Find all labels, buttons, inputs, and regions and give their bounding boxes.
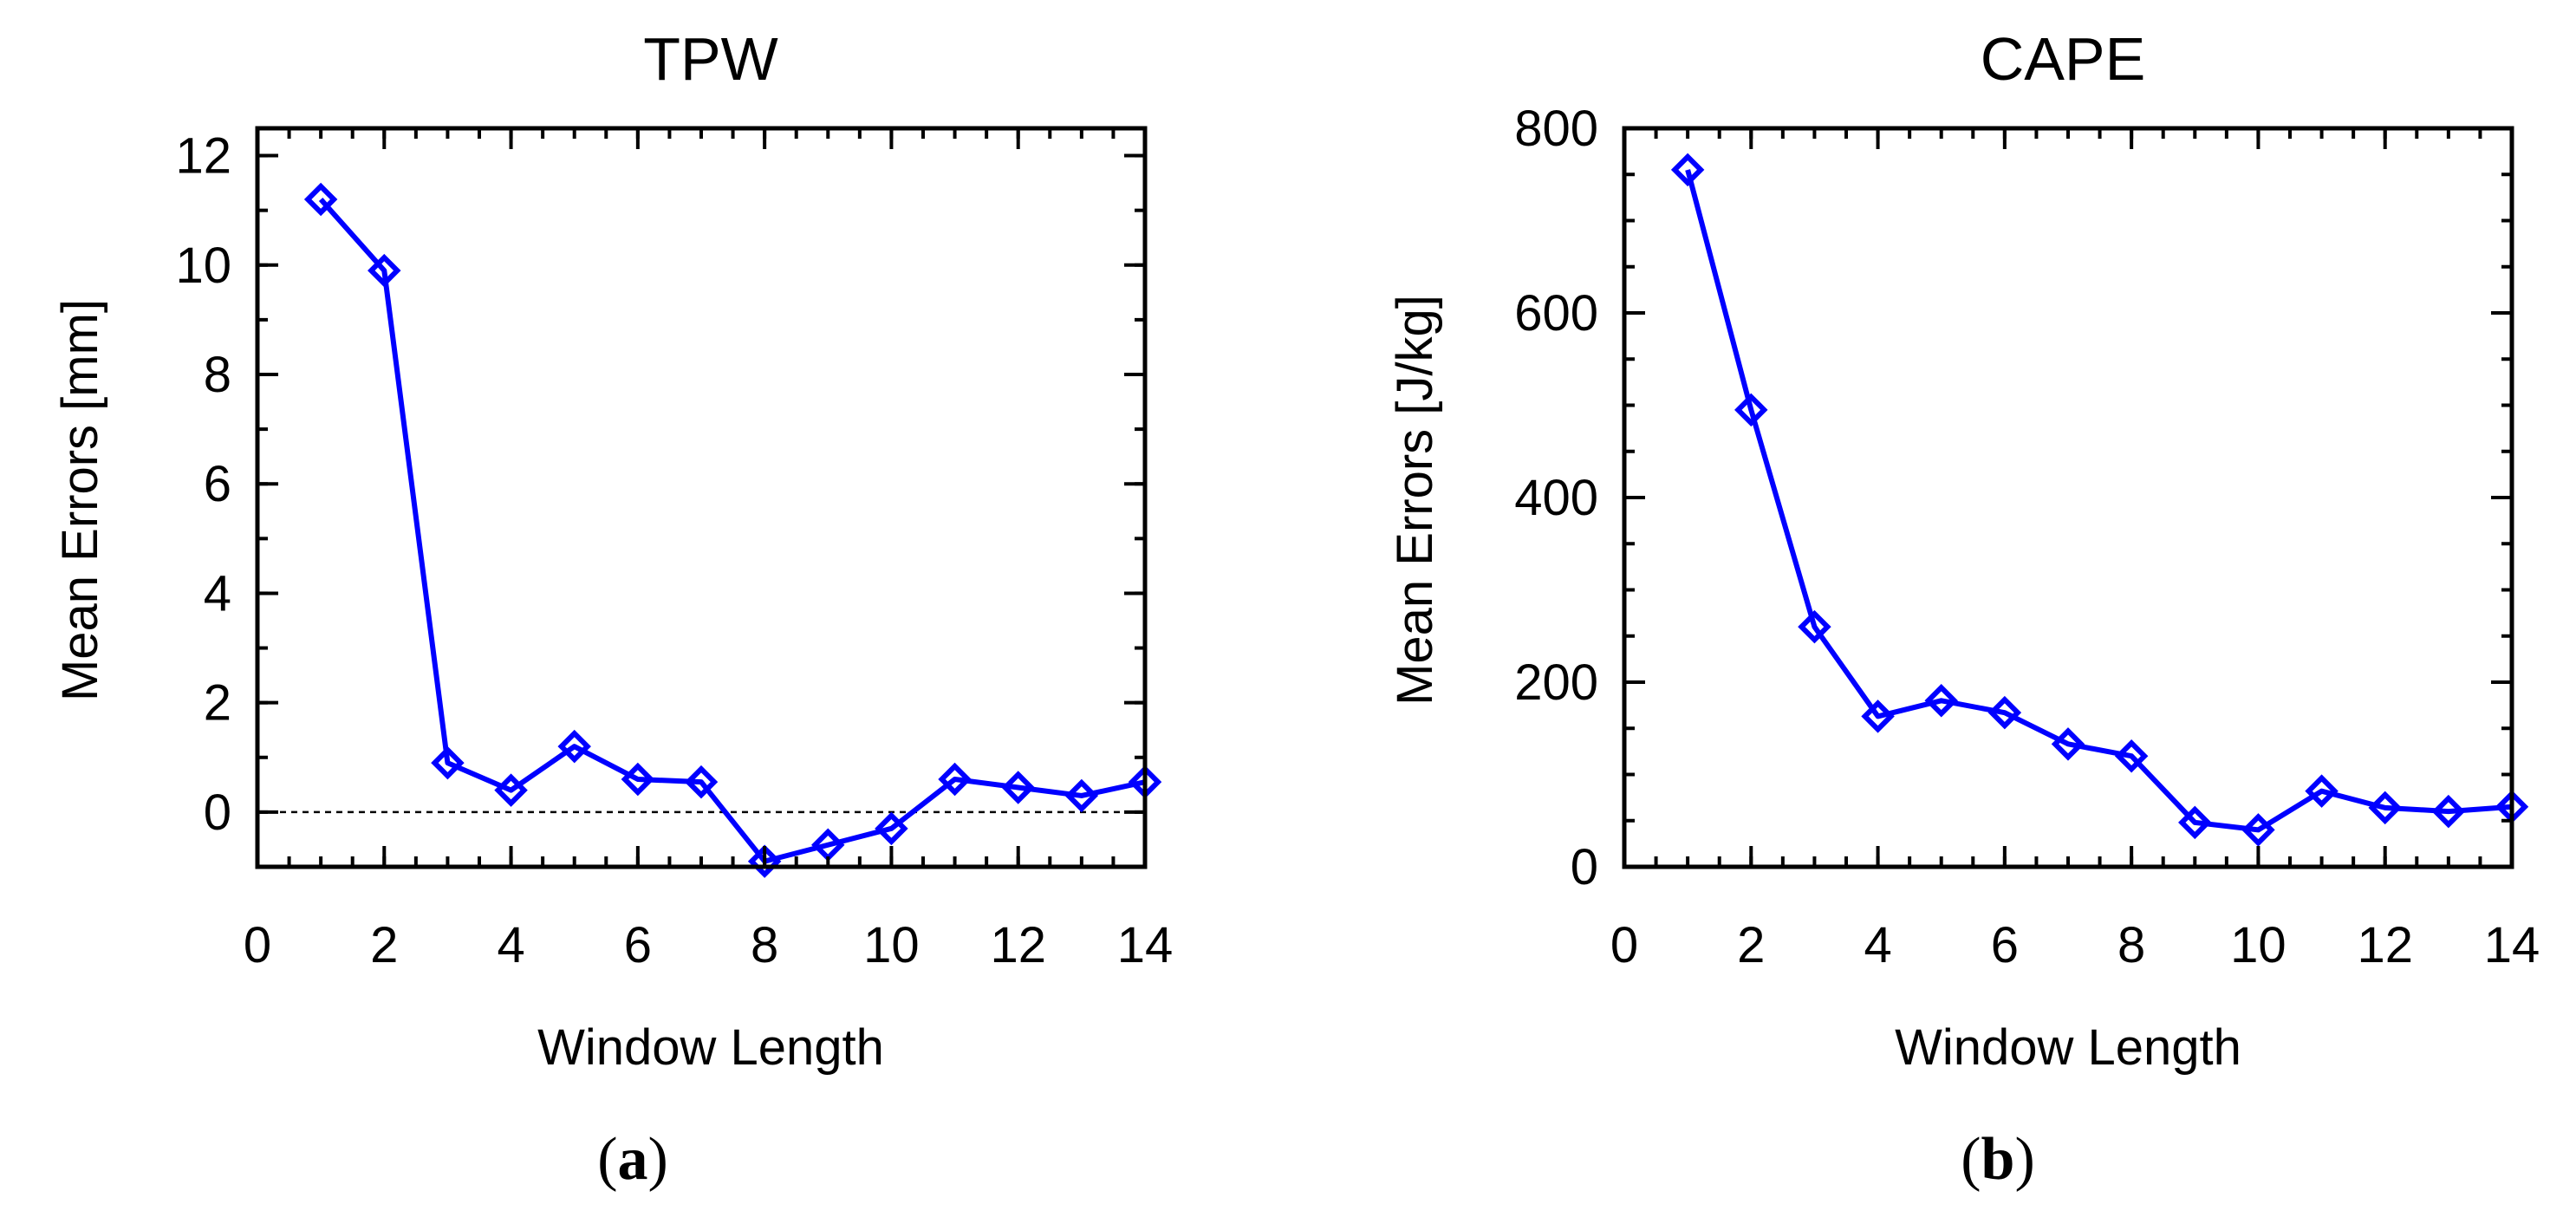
- data-point: [431, 745, 465, 780]
- data-point: [1861, 700, 1895, 733]
- data-point: [938, 762, 972, 797]
- x-tick-label: 4: [1864, 917, 1891, 973]
- data-point: [684, 765, 719, 799]
- y-axis-title-cape: Mean Errors [J/kg]: [1387, 295, 1443, 706]
- panel-label-a: (a): [597, 1126, 668, 1193]
- data-point: [1064, 778, 1099, 813]
- x-axis-title-cape: Window Length: [1895, 1019, 2241, 1076]
- data-point: [557, 729, 591, 764]
- x-tick-label: 0: [244, 917, 271, 973]
- data-point: [2051, 727, 2085, 761]
- x-tick-label: 2: [370, 917, 398, 973]
- x-tick-label: 14: [1117, 917, 1174, 973]
- x-tick-label: 2: [1737, 917, 1765, 973]
- x-tick-label: 6: [624, 917, 652, 973]
- chart-title-tpw: TPW: [643, 25, 778, 93]
- series-line-cape: [1685, 169, 2513, 833]
- data-point: [368, 253, 401, 288]
- x-tick-label: 14: [2484, 917, 2540, 973]
- y-tick-label: 0: [1571, 839, 1598, 895]
- data-point: [621, 762, 655, 797]
- data-point: [2305, 774, 2339, 808]
- x-tick-label: 0: [1610, 917, 1638, 973]
- y-tick-label: 6: [204, 456, 231, 512]
- chart-title-cape: CAPE: [1981, 25, 2146, 93]
- x-tick-label: 4: [497, 917, 524, 973]
- chart-panel-tpw: TPW 0 2 4 6 8 10 12 14 0 2 4 6 8 10 12 Window Length M…: [52, 25, 1173, 1193]
- y-tick-label: 0: [204, 784, 231, 841]
- y-tick-label: 200: [1514, 654, 1598, 711]
- y-tick-label: 12: [175, 128, 231, 185]
- data-point: [2178, 805, 2212, 840]
- data-point: [2114, 739, 2149, 773]
- y-tick-label: 8: [204, 347, 231, 403]
- series-line-tpw: [318, 198, 1146, 864]
- data-point: [2368, 791, 2402, 825]
- x-axis-title-tpw: Window Length: [537, 1019, 884, 1076]
- data-point: [875, 811, 908, 846]
- x-tick-label: 8: [751, 917, 778, 973]
- panel-label-b: (b): [1961, 1126, 2035, 1193]
- y-axis-title-tpw: Mean Errors [mm]: [52, 299, 108, 701]
- plot-frame-tpw: [255, 126, 1148, 869]
- data-point: [303, 182, 338, 217]
- x-tick-label: 12: [2357, 917, 2413, 973]
- y-tick-label: 400: [1514, 470, 1598, 526]
- data-point: [1798, 609, 1831, 644]
- data-point: [1924, 684, 1958, 718]
- y-tick-label: 2: [204, 675, 231, 732]
- data-point: [1987, 695, 2022, 730]
- data-point: [2431, 794, 2466, 829]
- y-tick-label: 10: [175, 238, 231, 294]
- data-point: [2241, 813, 2275, 847]
- chart-panel-cape: CAPE 0 2 4 6 8 10 12 14 0 200 400 600 800 Window Len…: [1387, 25, 2540, 1193]
- x-tick-label: 10: [2230, 917, 2287, 973]
- data-point: [1734, 393, 1768, 427]
- data-point: [1670, 153, 1705, 187]
- x-tick-label: 10: [863, 917, 920, 973]
- x-tick-label: 6: [1991, 917, 2019, 973]
- x-tick-label: 8: [2117, 917, 2145, 973]
- data-point: [1001, 771, 1035, 804]
- x-tick-label: 12: [990, 917, 1046, 973]
- y-tick-label: 800: [1514, 101, 1598, 157]
- y-tick-label: 600: [1514, 285, 1598, 342]
- data-point: [494, 773, 528, 807]
- y-tick-label: 4: [204, 565, 231, 622]
- data-point: [747, 844, 782, 878]
